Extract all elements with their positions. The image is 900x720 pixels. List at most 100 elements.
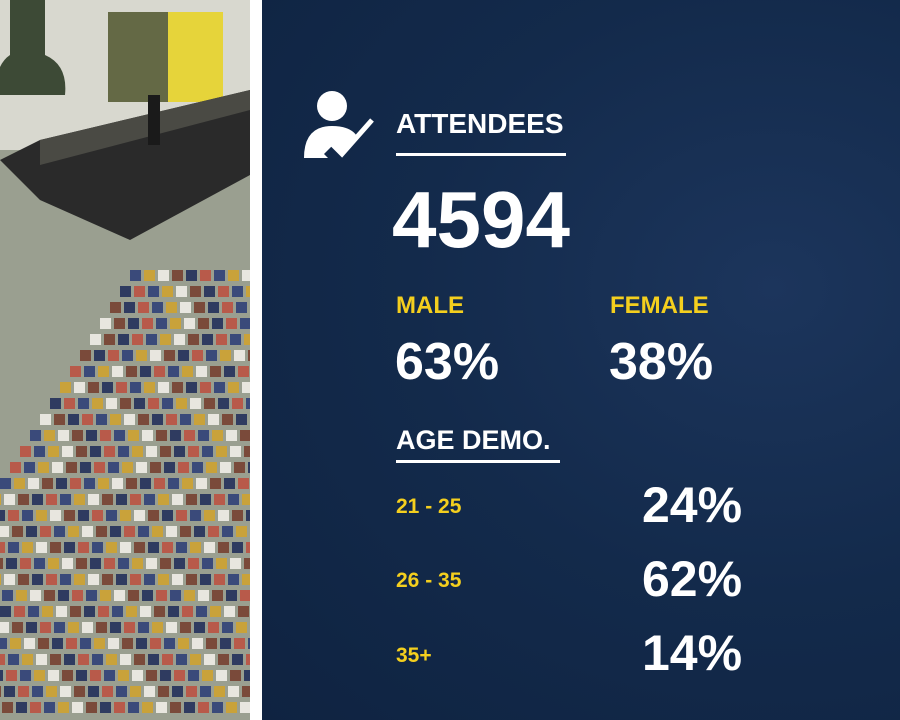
seat (142, 702, 153, 713)
seat (112, 478, 123, 489)
seat (60, 574, 71, 585)
seat (244, 670, 250, 681)
seat (0, 494, 1, 505)
attendee-count: 4594 (392, 175, 570, 264)
seat (174, 670, 185, 681)
seat (140, 478, 151, 489)
seat (212, 702, 223, 713)
seat (92, 510, 103, 521)
attendees-heading: ATTENDEES (396, 108, 564, 139)
seat (176, 510, 187, 521)
seat (218, 398, 229, 409)
seat (150, 350, 161, 361)
seat (168, 606, 179, 617)
seat (44, 430, 55, 441)
underline (396, 460, 560, 463)
seat (82, 414, 93, 425)
seat (134, 398, 145, 409)
attendee-icon (304, 91, 374, 158)
seat (234, 638, 245, 649)
seat (200, 574, 211, 585)
seat (180, 414, 191, 425)
seat (204, 542, 215, 553)
seat (130, 686, 141, 697)
seat (138, 622, 149, 633)
seat (124, 526, 135, 537)
seat (206, 462, 217, 473)
seat (116, 686, 127, 697)
seat (64, 654, 75, 665)
seat (176, 542, 187, 553)
seat (240, 702, 250, 713)
seat (172, 270, 183, 281)
seat (32, 686, 43, 697)
seat (200, 382, 211, 393)
seat (168, 478, 179, 489)
seat (78, 654, 89, 665)
seat (54, 526, 65, 537)
seat (0, 510, 5, 521)
seat (44, 702, 55, 713)
seat (28, 606, 39, 617)
seat (30, 702, 41, 713)
seat (126, 606, 137, 617)
seat (118, 334, 129, 345)
seat (214, 494, 225, 505)
seat (118, 670, 129, 681)
seat (26, 526, 37, 537)
seat (236, 526, 247, 537)
seat (204, 286, 215, 297)
seat (80, 350, 91, 361)
seat (222, 526, 233, 537)
seat (170, 318, 181, 329)
seat (172, 574, 183, 585)
seat (0, 478, 11, 489)
seat (44, 590, 55, 601)
seat (90, 558, 101, 569)
seat (148, 286, 159, 297)
seat (16, 590, 27, 601)
seat (170, 590, 181, 601)
seat (86, 702, 97, 713)
seat (98, 606, 109, 617)
seat (36, 654, 47, 665)
seat (132, 446, 143, 457)
seat (64, 398, 75, 409)
seat (0, 606, 11, 617)
seat (238, 478, 249, 489)
seat (122, 350, 133, 361)
seat (134, 542, 145, 553)
seat (74, 686, 85, 697)
seat (242, 270, 250, 281)
stats-panel (262, 0, 900, 720)
seat (188, 558, 199, 569)
seat (210, 366, 221, 377)
seat (238, 366, 249, 377)
seat (232, 510, 243, 521)
seat (230, 558, 241, 569)
seat (60, 686, 71, 697)
seat (124, 622, 135, 633)
gender-value: 63% (395, 333, 500, 391)
seat (222, 622, 233, 633)
seat (216, 558, 227, 569)
seat (102, 382, 113, 393)
seat (128, 318, 139, 329)
seat (0, 622, 9, 633)
seat (46, 494, 57, 505)
speaker (148, 95, 160, 145)
gender-label: MALE (396, 292, 464, 319)
seat (10, 638, 21, 649)
seat (52, 638, 63, 649)
seat (216, 670, 227, 681)
seat (218, 510, 229, 521)
seat (130, 494, 141, 505)
seat (236, 622, 247, 633)
seat (240, 318, 250, 329)
seat (120, 286, 131, 297)
seat (176, 286, 187, 297)
seat (226, 702, 237, 713)
seat (0, 638, 7, 649)
seat (62, 446, 73, 457)
seat (16, 702, 27, 713)
